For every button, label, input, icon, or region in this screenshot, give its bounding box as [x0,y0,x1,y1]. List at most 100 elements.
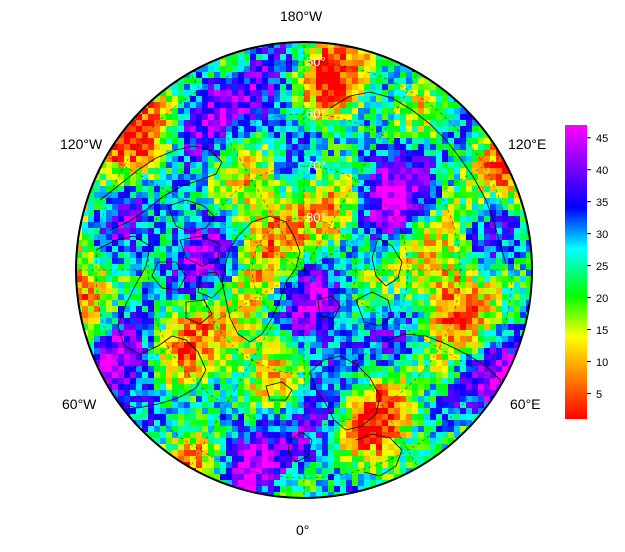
data-cell [328,48,335,55]
data-cell [292,348,299,355]
data-cell [154,192,161,199]
data-cell [154,120,161,127]
data-cell [232,432,239,439]
data-cell [154,270,161,277]
data-cell [394,288,401,295]
data-cell [304,378,311,385]
data-cell [430,132,437,139]
data-cell [292,336,299,343]
data-cell [406,168,413,175]
data-cell [136,228,143,235]
data-cell [154,432,161,439]
data-cell [412,366,419,373]
data-cell [280,306,287,313]
data-cell [442,210,449,217]
data-cell [136,192,143,199]
data-cell [196,318,203,325]
data-cell [394,426,401,433]
data-cell [394,66,401,73]
data-cell [388,234,395,241]
data-cell [118,240,125,247]
data-cell [196,282,203,289]
data-cell [388,432,395,439]
data-cell [226,54,233,61]
data-cell [190,180,197,187]
data-cell [238,198,245,205]
data-cell [160,408,167,415]
data-cell [412,390,419,397]
data-cell [88,216,95,223]
data-cell [244,90,251,97]
data-cell [250,474,257,481]
data-cell [202,192,209,199]
data-cell [430,462,437,469]
data-cell [286,192,293,199]
data-cell [316,138,323,145]
data-cell [310,48,317,55]
data-cell [514,222,521,229]
data-cell [460,156,467,163]
data-cell [280,276,287,283]
data-cell [448,264,455,271]
data-cell [352,366,359,373]
data-cell [286,456,293,463]
data-cell [244,240,251,247]
data-cell [220,108,227,115]
data-cell [298,150,305,157]
data-cell [82,210,89,217]
data-cell [214,414,221,421]
data-cell [94,258,101,265]
data-cell [190,168,197,175]
data-cell [442,330,449,337]
data-cell [454,330,461,337]
data-cell [136,126,143,133]
data-cell [442,300,449,307]
data-cell [448,126,455,133]
data-cell [460,174,467,181]
data-cell [400,150,407,157]
data-cell [310,198,317,205]
data-cell [370,360,377,367]
data-cell [286,144,293,151]
data-cell [112,342,119,349]
data-cell [226,342,233,349]
data-cell [130,156,137,163]
data-cell [160,168,167,175]
data-cell [136,276,143,283]
data-cell [466,372,473,379]
data-cell [160,270,167,277]
data-cell [334,480,341,487]
data-cell [400,432,407,439]
data-cell [436,384,443,391]
data-cell [328,276,335,283]
data-cell [370,420,377,427]
data-cell [322,102,329,109]
data-cell [310,270,317,277]
data-cell [448,174,455,181]
data-cell [346,186,353,193]
data-cell [412,96,419,103]
data-cell [148,258,155,265]
data-cell [286,54,293,61]
data-cell [484,180,491,187]
data-cell [406,252,413,259]
data-cell [388,252,395,259]
longitude-label-120w: 120°W [60,136,103,152]
data-cell [262,54,269,61]
data-cell [526,288,532,295]
data-cell [226,324,233,331]
data-cell [124,258,131,265]
data-cell [442,162,449,169]
data-cell [190,336,197,343]
data-cell [202,216,209,223]
data-cell [328,42,335,49]
data-cell [250,402,257,409]
coastlines [95,91,509,477]
data-cell [454,132,461,139]
data-cell [184,120,191,127]
data-cell [100,198,107,205]
data-cell [244,96,251,103]
data-cell [418,126,425,133]
data-cell [208,378,215,385]
data-cell [226,234,233,241]
